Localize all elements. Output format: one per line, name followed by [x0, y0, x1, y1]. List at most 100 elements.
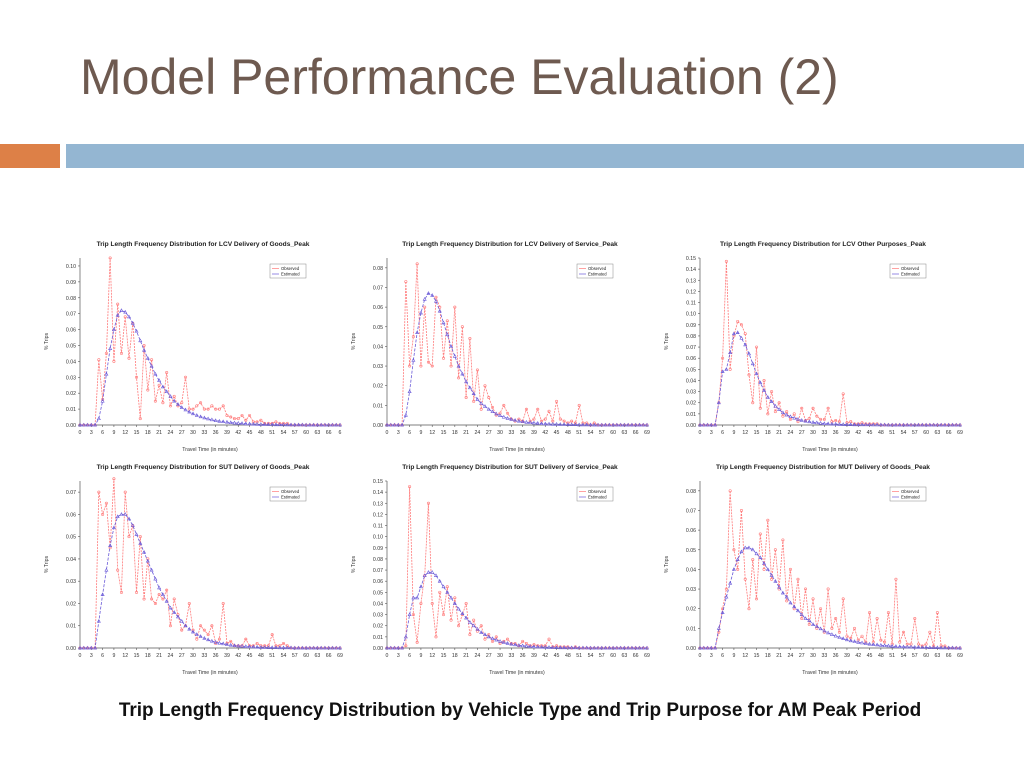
- data-point-estimated: [750, 547, 755, 552]
- chart-svg: Trip Length Frequency Distribution for S…: [44, 464, 343, 676]
- legend-entry-observed: Observed: [281, 489, 300, 494]
- figure-caption: Trip Length Frequency Distribution by Ve…: [118, 700, 922, 721]
- x-tick-label: 24: [475, 430, 481, 436]
- data-point-observed: [191, 628, 195, 632]
- data-point-estimated: [769, 573, 774, 577]
- data-point-estimated: [705, 422, 710, 427]
- x-tick-label: 30: [190, 653, 196, 659]
- data-point-observed: [479, 407, 483, 411]
- data-point-estimated: [897, 422, 902, 427]
- y-tick-label: 0.15: [373, 479, 383, 485]
- data-point-estimated: [81, 422, 86, 427]
- data-point-estimated: [799, 418, 804, 422]
- chart-svg: Trip Length Frequency Distribution for S…: [351, 464, 650, 676]
- y-tick-label: 0.04: [66, 557, 76, 563]
- data-point-observed: [472, 618, 476, 622]
- data-point-observed: [255, 642, 259, 646]
- data-point-observed: [860, 421, 864, 425]
- data-point-observed: [555, 399, 559, 403]
- x-tick-label: 6: [721, 653, 724, 659]
- legend-entry-observed: Observed: [588, 489, 607, 494]
- y-tick-label: 0.01: [686, 412, 696, 418]
- data-point-estimated: [304, 422, 309, 427]
- x-tick-label: 54: [281, 653, 287, 659]
- data-point-estimated: [111, 525, 116, 530]
- y-tick-label: 0.11: [373, 524, 383, 530]
- data-point-estimated: [228, 420, 233, 425]
- data-point-observed: [240, 413, 244, 417]
- data-point-estimated: [860, 640, 865, 645]
- data-point-observed: [430, 601, 434, 605]
- data-point-estimated: [784, 412, 789, 417]
- x-tick-label: 27: [179, 653, 185, 659]
- x-tick-label: 51: [576, 430, 582, 436]
- accent-bar-blue: [66, 144, 1024, 168]
- data-point-estimated: [942, 645, 947, 650]
- data-point-estimated: [697, 422, 703, 427]
- x-tick-label: 36: [213, 430, 219, 436]
- data-point-estimated: [814, 420, 819, 425]
- data-point-estimated: [878, 422, 883, 427]
- x-tick-label: 54: [588, 430, 594, 436]
- data-point-estimated: [138, 338, 143, 343]
- x-tick-label: 18: [145, 430, 151, 436]
- data-point-estimated: [149, 567, 154, 572]
- data-point-estimated: [946, 645, 951, 650]
- y-tick-label: 0.02: [686, 607, 696, 613]
- y-tick-label: 0.09: [66, 280, 76, 286]
- data-point-estimated: [452, 601, 457, 605]
- chart-title: Trip Length Frequency Distribution for M…: [716, 464, 930, 471]
- data-point-estimated: [618, 645, 623, 650]
- x-tick-label: 12: [742, 653, 748, 659]
- data-point-estimated: [818, 421, 823, 425]
- data-point-observed: [97, 490, 101, 494]
- data-point-estimated: [750, 361, 755, 366]
- data-point-estimated: [270, 645, 275, 649]
- data-point-estimated: [588, 645, 593, 650]
- data-point-estimated: [426, 570, 431, 574]
- data-point-estimated: [731, 567, 736, 571]
- data-point-observed: [165, 588, 169, 592]
- data-point-estimated: [863, 422, 868, 427]
- chart-svg: Trip Length Frequency Distribution for L…: [351, 241, 650, 453]
- data-point-estimated: [524, 643, 529, 648]
- data-point-estimated: [464, 379, 469, 384]
- x-tick-label: 33: [821, 430, 827, 436]
- data-point-estimated: [701, 422, 706, 427]
- data-point-estimated: [856, 422, 861, 427]
- y-tick-label: 0.05: [686, 367, 696, 373]
- data-point-estimated: [388, 422, 393, 427]
- data-point-observed: [236, 417, 240, 421]
- data-point-observed: [898, 640, 902, 644]
- data-point-observed: [852, 626, 856, 630]
- x-tick-label: 60: [303, 653, 309, 659]
- data-point-estimated: [927, 645, 932, 650]
- y-tick-label: 0.06: [686, 356, 696, 362]
- data-point-observed: [743, 577, 747, 581]
- data-point-estimated: [433, 299, 438, 303]
- data-point-estimated: [433, 573, 438, 578]
- x-tick-label: 39: [531, 430, 537, 436]
- data-point-observed: [766, 518, 770, 522]
- data-point-estimated: [126, 314, 131, 319]
- data-point-estimated: [330, 645, 335, 650]
- data-point-observed: [491, 639, 495, 643]
- x-tick-label: 21: [156, 653, 162, 659]
- x-tick-label: 60: [610, 430, 616, 436]
- data-point-estimated: [901, 644, 906, 649]
- data-point-observed: [217, 637, 221, 641]
- x-tick-label: 54: [588, 653, 594, 659]
- x-tick-label: 60: [610, 653, 616, 659]
- data-point-estimated: [460, 371, 465, 376]
- data-point-estimated: [266, 422, 271, 426]
- y-tick-label: 0.05: [66, 535, 76, 541]
- data-point-estimated: [315, 645, 320, 650]
- data-point-observed: [165, 371, 169, 375]
- data-point-estimated: [565, 422, 570, 427]
- data-point-estimated: [164, 599, 169, 603]
- x-tick-label: 0: [79, 430, 82, 436]
- x-tick-label: 0: [386, 653, 389, 659]
- chart-title: Trip Length Frequency Distribution for S…: [402, 464, 618, 471]
- data-point-estimated: [535, 421, 540, 425]
- x-tick-label: 63: [935, 653, 941, 659]
